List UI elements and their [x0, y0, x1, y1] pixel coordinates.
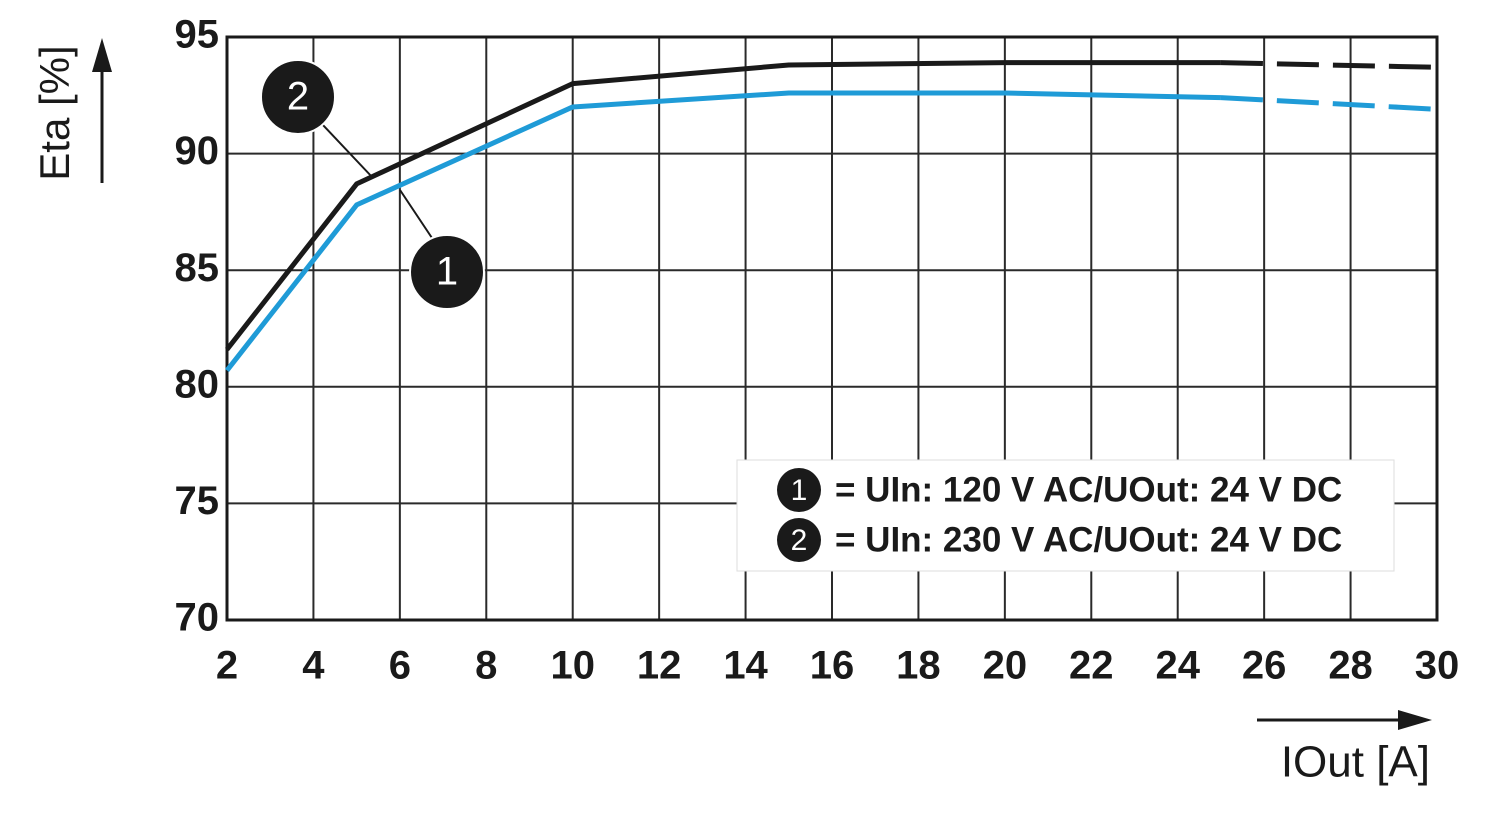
legend-box [736, 459, 1395, 572]
y-tick-label: 80 [175, 362, 220, 406]
x-tick-label: 4 [302, 644, 325, 688]
callout-badge-label: 2 [287, 75, 309, 119]
series-line [225, 90, 1221, 373]
legend-badge [777, 518, 821, 562]
x-tick-label: 14 [723, 644, 768, 688]
y-axis-label: Eta [%] [31, 45, 78, 180]
x-tick-label: 18 [896, 644, 941, 688]
y-tick-label: 85 [175, 246, 220, 290]
x-tick-label: 2 [216, 644, 238, 688]
callout-badge [260, 59, 336, 135]
y-axis-arrowhead [92, 38, 112, 72]
legend-badge-label: 1 [791, 474, 808, 507]
y-tick-label: 75 [175, 479, 220, 523]
x-tick-label: 30 [1415, 644, 1460, 688]
callout-badge-label: 1 [436, 250, 458, 294]
x-axis-label: IOut [A] [1281, 738, 1430, 787]
series-line-projected [1220, 60, 1438, 70]
legend-badge [777, 468, 821, 512]
x-tick-label: 24 [1155, 644, 1200, 688]
x-tick-label: 6 [389, 644, 411, 688]
callout-badge [409, 234, 485, 310]
x-tick-label: 10 [550, 644, 595, 688]
x-tick-label: 12 [637, 644, 682, 688]
x-tick-label: 22 [1069, 644, 1114, 688]
plot-frame [225, 35, 1439, 622]
x-tick-label: 26 [1242, 644, 1287, 688]
legend-badge-label: 2 [791, 524, 808, 557]
x-axis-arrowhead [1398, 710, 1432, 730]
x-tick-label: 16 [810, 644, 855, 688]
legend-label: = UIn: 230 V AC/UOut: 24 V DC [835, 520, 1342, 559]
legend-label: = UIn: 120 V AC/UOut: 24 V DC [835, 470, 1342, 509]
series-line [225, 60, 1221, 352]
callout-leader [321, 123, 374, 179]
series-line-projected [1220, 95, 1438, 112]
callout-leader [399, 189, 433, 239]
y-tick-label: 95 [175, 13, 220, 57]
y-tick-label: 90 [175, 129, 220, 173]
x-tick-label: 8 [475, 644, 497, 688]
x-tick-label: 28 [1328, 644, 1373, 688]
x-tick-label: 20 [983, 644, 1028, 688]
y-tick-label: 70 [175, 596, 220, 640]
